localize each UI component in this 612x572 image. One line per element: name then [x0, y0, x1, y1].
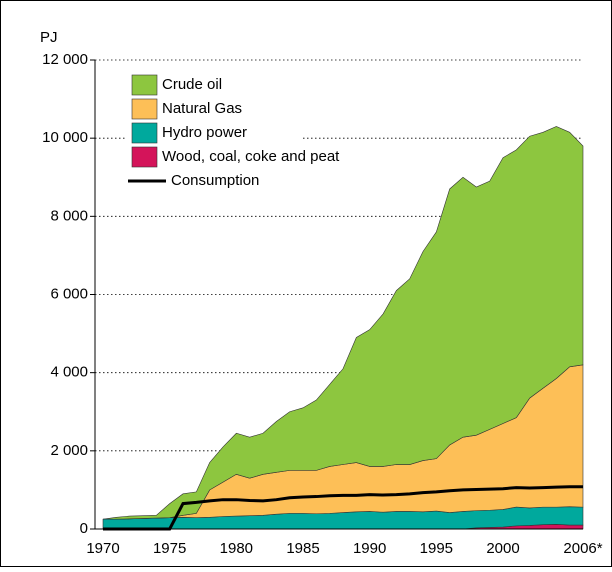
x-tick-label: 1970	[86, 540, 119, 557]
x-tick-label: 1985	[286, 540, 319, 557]
legend-swatch	[131, 122, 158, 144]
legend-label: Natural Gas	[162, 100, 242, 117]
line	[103, 485, 583, 531]
area	[102, 126, 584, 520]
y-tick-label: 6 000	[50, 285, 88, 302]
x-tick-label: 2006*	[563, 540, 602, 557]
x-tick-label: 1980	[220, 540, 253, 557]
legend-label: Hydro power	[162, 124, 247, 141]
legend-label: Crude oil	[162, 76, 222, 93]
x-tick-label: 1975	[153, 540, 186, 557]
legend-label: Consumption	[171, 172, 259, 189]
legend-label: Wood, coal, coke and peat	[162, 148, 340, 165]
y-tick-label: 12 000	[42, 51, 88, 68]
x-tick-label: 2000	[486, 540, 519, 557]
x-tick-label: 1995	[420, 540, 453, 557]
x-tick-label: 1990	[353, 540, 386, 557]
y-tick-label: 2 000	[50, 442, 88, 459]
y-tick-label: 0	[80, 520, 88, 537]
y-tick-label: 10 000	[42, 129, 88, 146]
y-tick-label: 4 000	[50, 364, 88, 381]
legend-swatch	[131, 146, 158, 168]
legend-swatch	[131, 98, 158, 120]
legend-swatch	[131, 74, 158, 96]
y-axis-label: PJ	[40, 29, 58, 46]
y-tick-label: 8 000	[50, 207, 88, 224]
